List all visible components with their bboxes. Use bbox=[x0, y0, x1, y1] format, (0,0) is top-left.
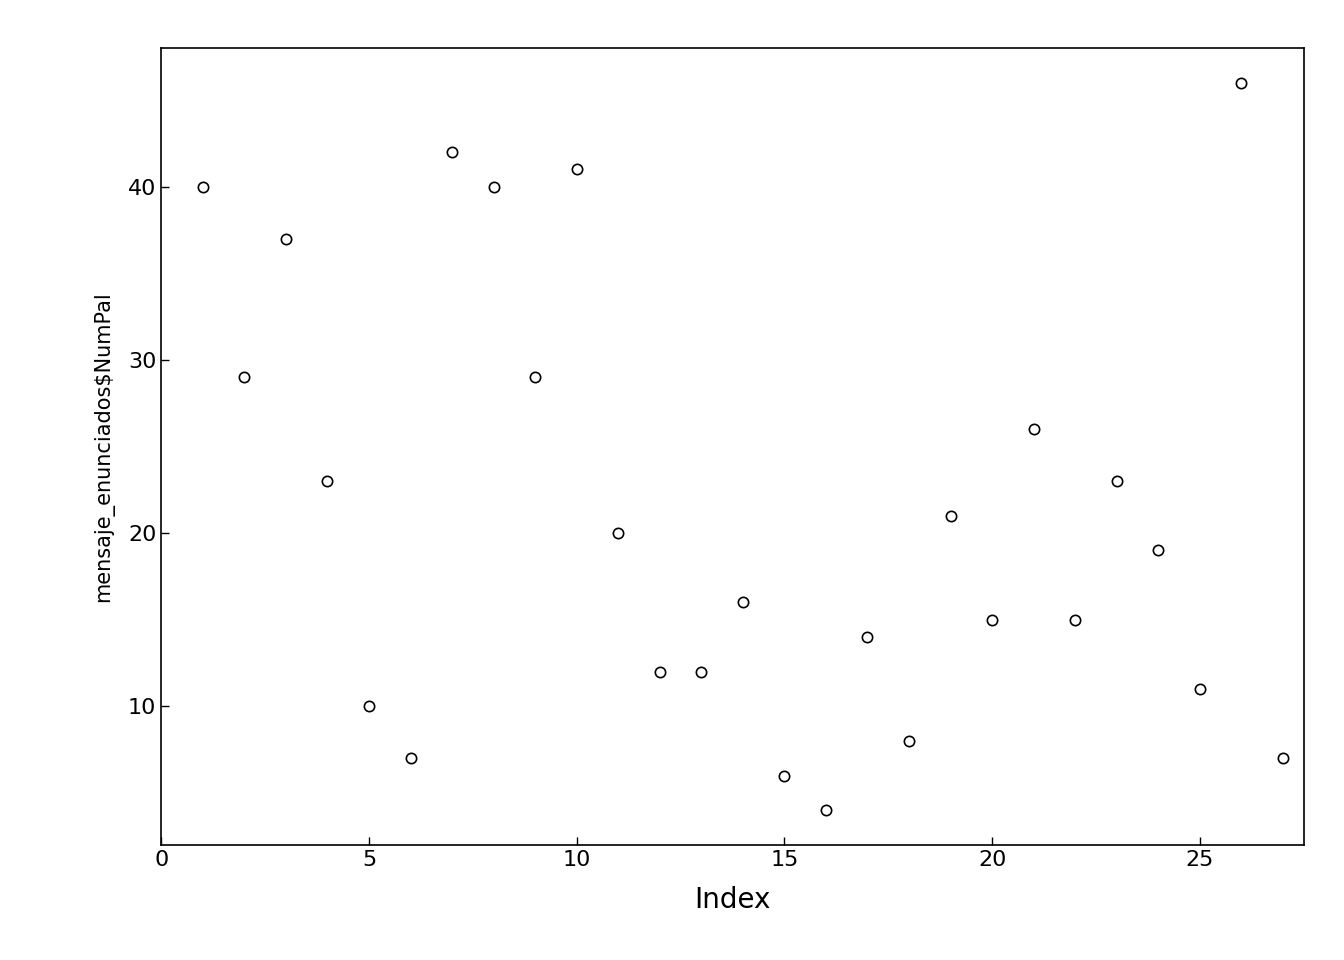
Point bbox=[898, 733, 919, 749]
Point bbox=[981, 612, 1003, 627]
Point bbox=[234, 370, 255, 385]
Point bbox=[1148, 542, 1169, 558]
Point bbox=[856, 629, 878, 644]
Point bbox=[691, 664, 712, 680]
Point bbox=[649, 664, 671, 680]
Point bbox=[939, 508, 961, 523]
Point bbox=[399, 751, 421, 766]
Point bbox=[1231, 75, 1253, 90]
Point bbox=[816, 803, 837, 818]
Point bbox=[359, 699, 380, 714]
Point bbox=[566, 161, 587, 177]
Point bbox=[1106, 473, 1128, 489]
Y-axis label: mensaje_enunciados$NumPal: mensaje_enunciados$NumPal bbox=[93, 291, 114, 602]
Point bbox=[1064, 612, 1086, 627]
Point bbox=[607, 525, 629, 540]
Point bbox=[732, 594, 754, 610]
Point bbox=[524, 370, 546, 385]
Point bbox=[192, 179, 214, 194]
Point bbox=[482, 179, 504, 194]
Point bbox=[774, 768, 796, 783]
Point bbox=[317, 473, 339, 489]
Point bbox=[441, 144, 462, 159]
Point bbox=[276, 230, 297, 246]
Point bbox=[1023, 421, 1044, 437]
X-axis label: Index: Index bbox=[695, 886, 770, 914]
Point bbox=[1189, 682, 1211, 697]
Point bbox=[1273, 751, 1294, 766]
